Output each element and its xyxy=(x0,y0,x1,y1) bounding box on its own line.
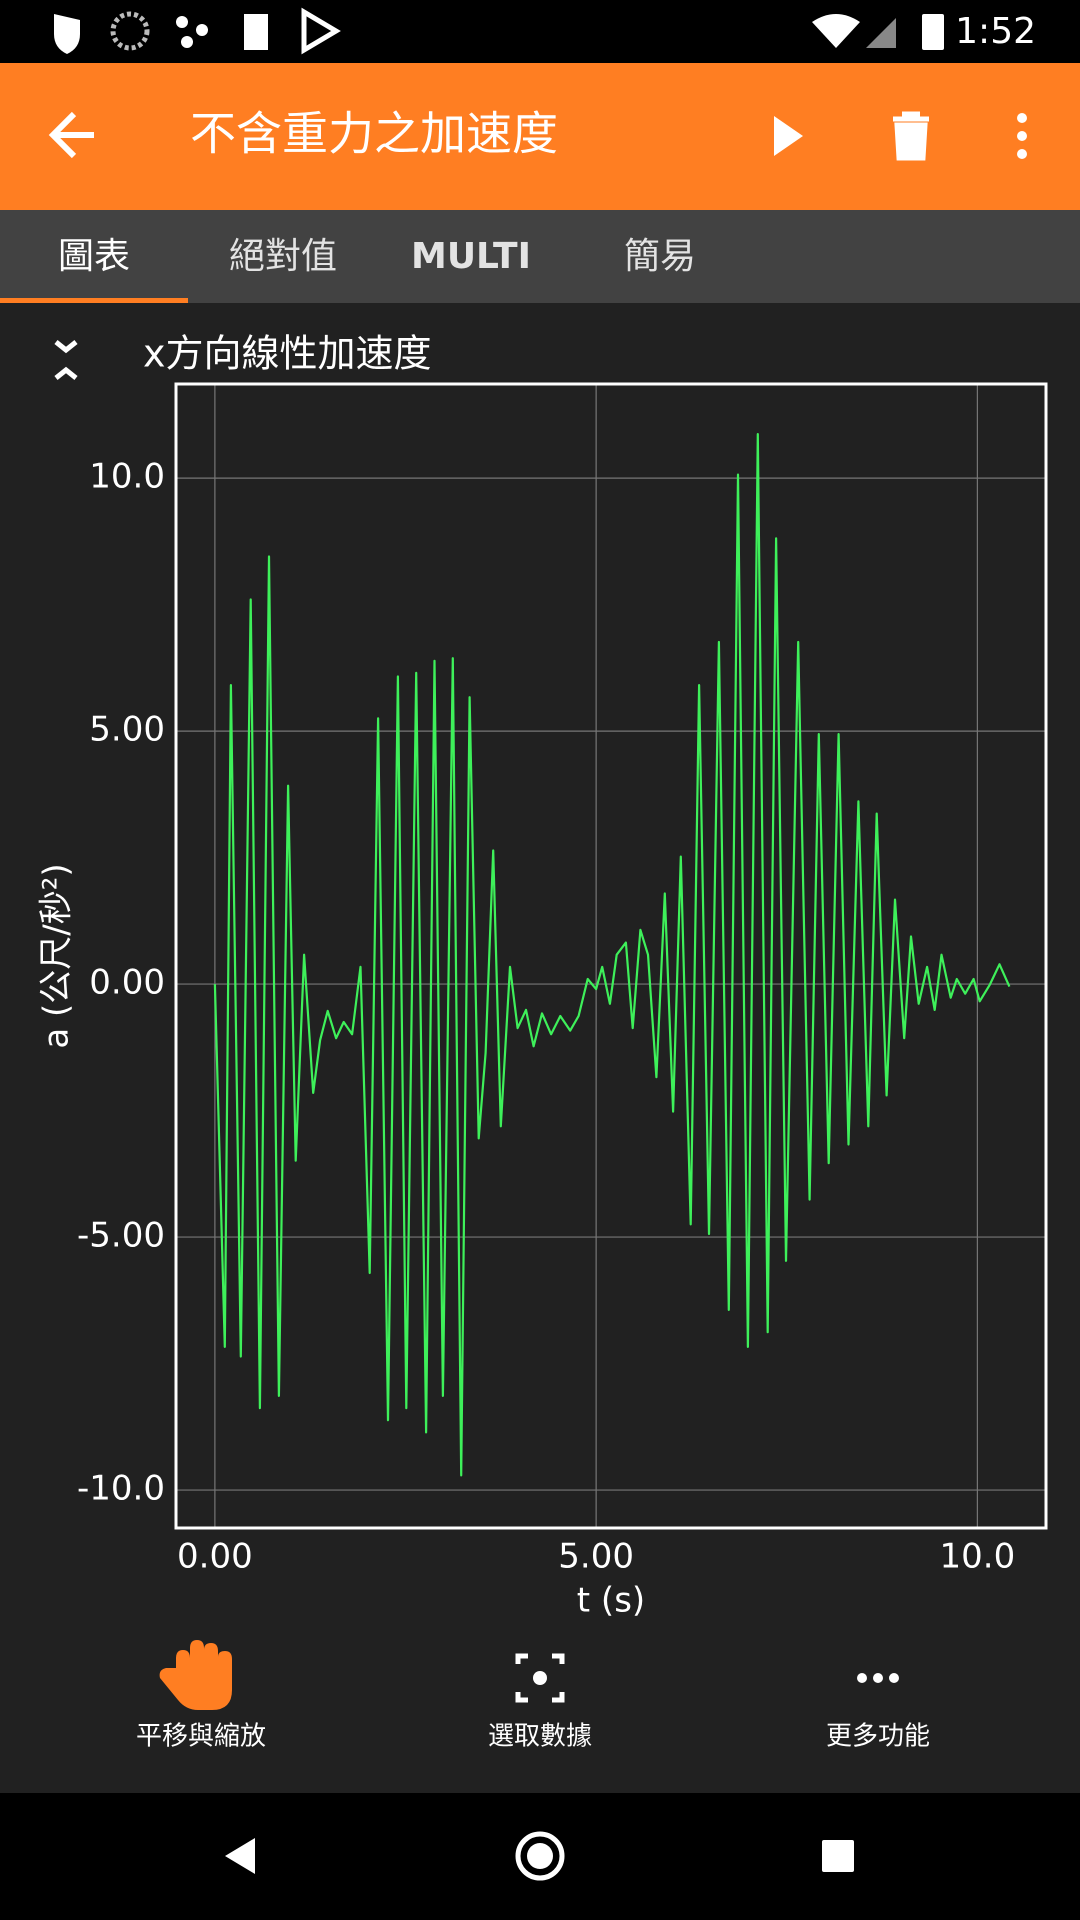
y-tick-label: 0.00 xyxy=(89,963,165,1003)
y-tick-label: 5.00 xyxy=(89,710,165,750)
tab[interactable]: 絕對值 xyxy=(229,236,337,277)
y-tick-label: -10.0 xyxy=(77,1469,165,1509)
chart-title: x方向線性加速度 xyxy=(143,332,432,376)
app-title: 不含重力之加速度 xyxy=(190,107,558,161)
menu-button[interactable] xyxy=(1017,113,1027,159)
status-icon xyxy=(54,14,80,54)
play-button[interactable] xyxy=(774,116,803,156)
pan-zoom-icon[interactable] xyxy=(159,1640,232,1710)
tab[interactable]: 圖表 xyxy=(58,236,130,277)
x-axis-title: t (s) xyxy=(577,1581,645,1621)
tab-bar xyxy=(0,210,1080,303)
x-tick-label: 10.0 xyxy=(940,1537,1016,1577)
y-axis-title: a (公尺/秒²) xyxy=(37,863,77,1048)
toolbar-label[interactable]: 選取數據 xyxy=(488,1722,592,1752)
status-icon xyxy=(196,24,208,36)
status-time: 1:52 xyxy=(955,11,1036,52)
status-icon xyxy=(110,11,150,51)
tab[interactable]: 簡易 xyxy=(624,236,696,277)
status-icon xyxy=(244,14,268,50)
toolbar-label[interactable]: 平移與縮放 xyxy=(136,1722,266,1752)
y-tick-label: -5.00 xyxy=(77,1216,165,1256)
nav-recents[interactable] xyxy=(822,1840,854,1872)
plot-frame xyxy=(174,382,1048,1530)
tab[interactable]: MULTI xyxy=(411,236,531,277)
tab-indicator xyxy=(0,298,188,303)
signal-icon xyxy=(866,18,896,48)
x-tick-label: 0.00 xyxy=(177,1537,253,1577)
battery-icon xyxy=(922,14,944,50)
select-icon-dot xyxy=(533,1671,547,1685)
collapse-button[interactable] xyxy=(54,340,78,380)
x-tick-label: 5.00 xyxy=(558,1537,634,1577)
plot: -10.0 -5.00 0.00 5.00 10.0 0.00 5.00 10.0 xyxy=(77,382,1048,1577)
nav-home-dot xyxy=(527,1843,553,1869)
nav-home[interactable] xyxy=(515,1831,565,1881)
status-icon xyxy=(301,7,341,55)
status-bar xyxy=(0,0,1080,63)
toolbar-label[interactable]: 更多功能 xyxy=(826,1722,930,1752)
wifi-icon xyxy=(812,14,860,48)
y-tick-label: 10.0 xyxy=(89,457,165,497)
status-icon xyxy=(181,36,193,48)
data-line xyxy=(213,433,1011,1477)
back-button[interactable] xyxy=(48,111,94,159)
status-icon xyxy=(176,16,188,28)
nav-back[interactable] xyxy=(225,1838,255,1874)
select-icon[interactable] xyxy=(515,1653,565,1703)
more-icon[interactable] xyxy=(857,1673,899,1683)
delete-button[interactable] xyxy=(893,111,929,161)
